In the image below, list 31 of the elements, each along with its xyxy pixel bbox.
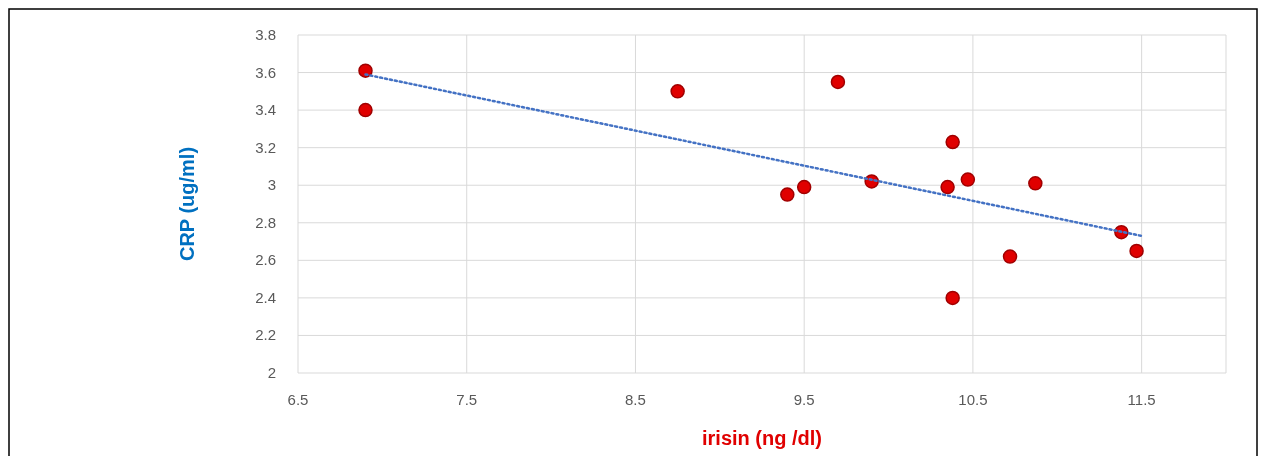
point	[945, 134, 960, 150]
point	[830, 74, 846, 90]
y-tick-label: 3.6	[255, 63, 276, 81]
x-tick-label: 7.5	[456, 391, 478, 408]
point	[960, 172, 976, 187]
point	[796, 179, 812, 195]
y-tick-label: 2.4	[255, 288, 276, 306]
point	[358, 102, 373, 118]
point	[780, 187, 795, 202]
y-tick-label: 3.4	[255, 101, 276, 119]
x-tick-label: 10.5	[958, 391, 988, 408]
y-tick-label: 3	[267, 176, 276, 194]
point	[940, 179, 955, 195]
x-tick-label: 9.5	[793, 391, 815, 408]
point	[945, 290, 960, 306]
y-tick-label: 2.6	[255, 251, 276, 269]
x-tick-label: 8.5	[625, 391, 646, 408]
x-axis-title: irisin (ng /dl)	[702, 427, 822, 449]
point	[670, 84, 685, 99]
point	[1129, 243, 1144, 259]
point	[1028, 176, 1043, 191]
y-tick-label: 3.2	[255, 138, 276, 156]
y-tick-label: 2	[267, 364, 276, 381]
x-tick-label: 6.5	[287, 391, 309, 408]
y-axis-title: CRP (ug/ml)	[176, 146, 198, 262]
y-tick-label: 3.8	[255, 26, 276, 43]
x-tick-label: 11.5	[1127, 391, 1156, 408]
point	[1002, 249, 1018, 264]
y-tick-label: 2.2	[255, 326, 276, 344]
point	[358, 63, 373, 78]
y-tick-label: 2.8	[255, 213, 276, 231]
